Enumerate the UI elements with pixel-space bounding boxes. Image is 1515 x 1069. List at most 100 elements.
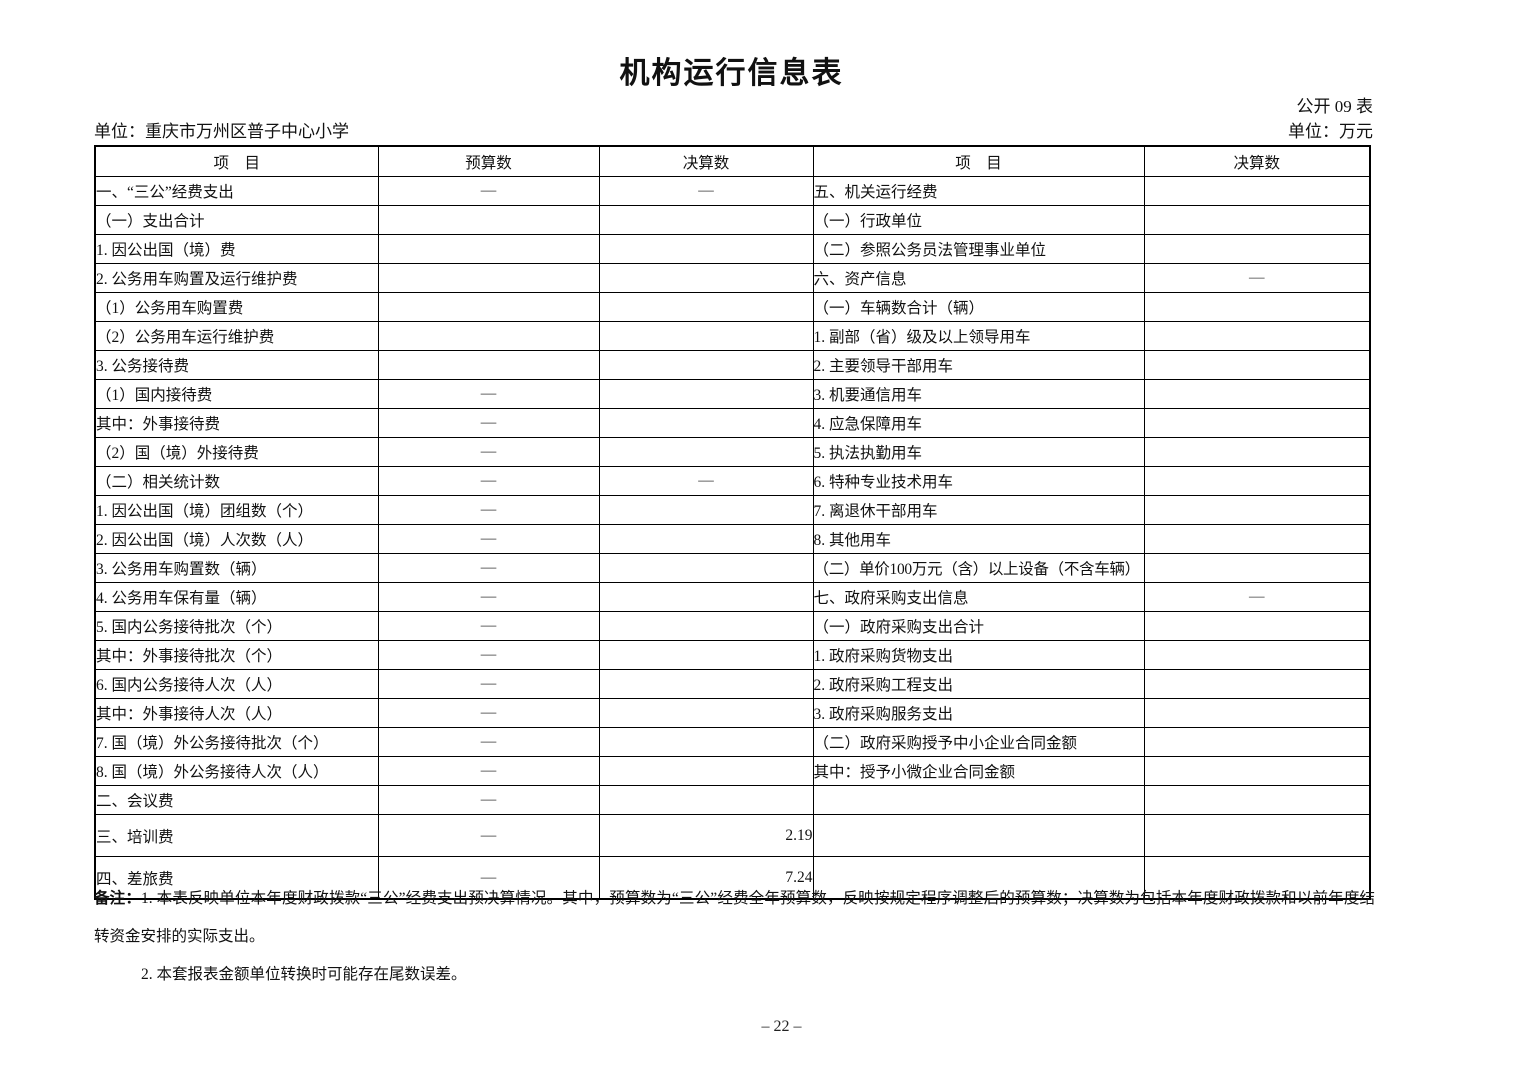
item-cell-left: 其中：外事接待批次（个） [94,640,379,670]
item-cell-left: 2. 因公出国（境）人次数（人） [94,524,379,554]
final-cell-right [1143,350,1371,380]
final-cell [598,582,814,612]
budget-cell: — [377,785,600,815]
final-cell [598,321,814,351]
final-cell-right [1143,611,1371,641]
final-cell-right [1143,785,1371,815]
table-header: 项 目预算数 决算数项 目决算数 [94,145,1371,177]
table-row: 6. 国内公务接待人次（人） — 2. 政府采购工程支出 [94,669,1371,699]
table-row: 三、培训费 —2.19 [94,814,1371,857]
budget-cell: — [377,727,600,757]
item-cell-right: 7. 离退休干部用车 [812,495,1145,525]
table-row: 四、差旅费 —7.24 [94,856,1371,900]
table-row: （2）公务用车运行维护费 1. 副部（省）级及以上领导用车 [94,321,1371,351]
table-row: 其中：外事接待批次（个） — 1. 政府采购货物支出 [94,640,1371,670]
unit-name-label: 单位：重庆市万州区普子中心小学 [94,122,349,141]
budget-cell: — [377,640,600,670]
unit-currency-label: 单位：万元 [1288,122,1373,141]
final-cell-right [1143,553,1371,583]
final-cell-right [1143,727,1371,757]
budget-cell: — [377,814,600,857]
budget-cell: — [377,582,600,612]
item-cell-right: 六、资产信息 [812,263,1145,293]
table-row: （1）公务用车购置费 （一）车辆数合计（辆） [94,292,1371,322]
item-cell-right: 其中：授予小微企业合同金额 [812,756,1145,786]
final-cell [598,292,814,322]
final-cell [598,727,814,757]
final-cell-right [1143,814,1371,857]
final-cell [598,495,814,525]
budget-cell [377,205,600,235]
final-cell [598,698,814,728]
final-cell-right [1143,408,1371,438]
item-cell-left: （1）公务用车购置费 [94,292,379,322]
table-row: （2）国（境）外接待费 — 5. 执法执勤用车 [94,437,1371,467]
item-cell-left: 其中：外事接待人次（人） [94,698,379,728]
final-cell-right [1143,856,1371,900]
header-cell-4: 决算数 [1143,145,1371,177]
budget-cell: — [377,611,600,641]
table-row: 2. 公务用车购置及运行维护费 六、资产信息 — [94,263,1371,293]
table-row: 7. 国（境）外公务接待批次（个） — （二）政府采购授予中小企业合同金额 [94,727,1371,757]
table-row: 二、会议费 — [94,785,1371,815]
budget-cell: — [377,437,600,467]
header-cell-0: 项 目 [94,145,379,177]
table-row: （一）支出合计 （一）行政单位 [94,205,1371,235]
note-1: 备注：1. 本表反映单位本年度财政拨款“三公”经费支出预决算情况。其中，预算数为… [94,880,1375,956]
header-cell-1: 预算数 [377,145,600,177]
item-cell-right: 3. 机要通信用车 [812,379,1145,409]
operation-info-table: 项 目预算数 决算数项 目决算数 一、“三公”经费支出 — — 五、机关运行经费 （一）支… [94,145,1371,900]
final-cell-right [1143,669,1371,699]
item-cell-right: 3. 政府采购服务支出 [812,698,1145,728]
final-cell [598,350,814,380]
item-cell-left: 二、会议费 [94,785,379,815]
item-cell-left: 4. 公务用车保有量（辆） [94,582,379,612]
item-cell-right [812,814,1145,857]
final-cell [598,408,814,438]
final-cell: — [598,176,814,206]
item-cell-right: 五、机关运行经费 [812,176,1145,206]
notes-block: 备注：1. 本表反映单位本年度财政拨款“三公”经费支出预决算情况。其中，预算数为… [94,880,1375,994]
item-cell-right: 4. 应急保障用车 [812,408,1145,438]
final-cell [598,205,814,235]
item-cell-right: 1. 政府采购货物支出 [812,640,1145,670]
final-cell [598,234,814,264]
final-cell [598,640,814,670]
final-cell-right [1143,292,1371,322]
item-cell-left: 5. 国内公务接待批次（个） [94,611,379,641]
final-cell [598,553,814,583]
item-cell-right: 8. 其他用车 [812,524,1145,554]
budget-cell: — [377,698,600,728]
budget-cell [377,292,600,322]
note-2: 2. 本套报表金额单位转换时可能存在尾数误差。 [141,966,467,983]
header-cell-2: 决算数 [598,145,814,177]
table-row: 8. 国（境）外公务接待人次（人） — 其中：授予小微企业合同金额 [94,756,1371,786]
budget-cell: — [377,408,600,438]
item-cell-right [812,856,1145,900]
budget-cell: — [377,495,600,525]
table-row: 1. 因公出国（境）团组数（个） — 7. 离退休干部用车 [94,495,1371,525]
final-cell [598,669,814,699]
header-cell-3: 项 目 [812,145,1145,177]
final-cell-right [1143,756,1371,786]
item-cell-left: （一）支出合计 [94,205,379,235]
final-cell [598,263,814,293]
item-cell-right: 1. 副部（省）级及以上领导用车 [812,321,1145,351]
final-cell [598,756,814,786]
final-cell [598,379,814,409]
item-cell-left: （2）国（境）外接待费 [94,437,379,467]
final-cell: — [598,466,814,496]
final-cell: 2.19 [598,814,814,857]
final-cell [598,437,814,467]
item-cell-right: 6. 特种专业技术用车 [812,466,1145,496]
final-cell-right [1143,176,1371,206]
table-row: 1. 因公出国（境）费 （二）参照公务员法管理事业单位 [94,234,1371,264]
item-cell-left: 1. 因公出国（境）费 [94,234,379,264]
final-cell-right [1143,234,1371,264]
table-row: 一、“三公”经费支出 — — 五、机关运行经费 [94,176,1371,206]
item-cell-right: （一）政府采购支出合计 [812,611,1145,641]
item-cell-right [812,785,1145,815]
table-row: 其中：外事接待费 — 4. 应急保障用车 [94,408,1371,438]
final-cell [598,524,814,554]
budget-cell: — [377,176,600,206]
